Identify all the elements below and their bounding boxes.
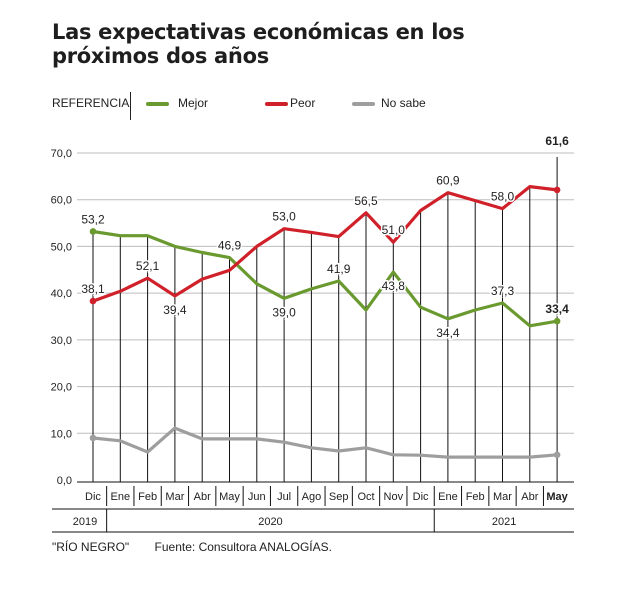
data-point xyxy=(553,451,561,459)
legend-swatch-no-sabe xyxy=(352,102,375,106)
data-label: 56,5 xyxy=(354,194,378,208)
x-tick-label: Mar xyxy=(165,491,184,503)
y-tick-label: 0,0 xyxy=(57,475,72,487)
data-point xyxy=(553,317,561,325)
y-tick-label: 70,0 xyxy=(51,148,72,160)
y-tick-label: 40,0 xyxy=(51,288,72,300)
data-label: 43,8 xyxy=(382,279,406,293)
data-label: 53,0 xyxy=(272,210,296,224)
x-tick-label: Ago xyxy=(302,491,322,503)
y-tick-label: 20,0 xyxy=(51,382,72,394)
data-point xyxy=(89,434,97,442)
data-label: 58,0 xyxy=(491,190,515,204)
data-label: 33,4 xyxy=(545,302,569,316)
year-label: 2020 xyxy=(258,516,282,528)
data-labels: 53,2 38,1 52,1 39,4 46,9 53,0 39,0 41,9 56,5 51,0… xyxy=(80,133,571,342)
legend-swatch-peor xyxy=(265,102,288,106)
data-label: 38,1 xyxy=(81,282,105,296)
x-tick-label: Feb xyxy=(466,491,485,503)
x-tick-label: Ene xyxy=(438,491,458,503)
data-label: 34,4 xyxy=(436,326,460,340)
x-tick-label: Sep xyxy=(329,491,349,503)
data-point xyxy=(89,297,97,305)
series-endpoints xyxy=(89,186,561,459)
legend-divider xyxy=(130,92,131,120)
data-label: 39,4 xyxy=(163,303,187,317)
x-tick-label: Abr xyxy=(521,491,538,503)
x-tick-label: Dic xyxy=(85,491,101,503)
x-axis: Dic Ene Feb Mar Abr May Jun Jul Ago Sep Oct Nov Dic E… xyxy=(52,481,574,533)
data-label: 60,9 xyxy=(436,174,460,188)
year-label: 2021 xyxy=(492,516,516,528)
y-tick-label: 10,0 xyxy=(51,428,72,440)
x-tick-label: Jul xyxy=(277,491,291,503)
x-tick-label: May xyxy=(219,491,240,503)
data-label: 41,9 xyxy=(327,262,351,276)
legend-label: No sabe xyxy=(381,96,426,110)
series-lines xyxy=(91,185,559,459)
data-label: 61,6 xyxy=(545,134,569,148)
legend-label: Peor xyxy=(290,96,316,110)
x-tick-label: Jun xyxy=(248,491,266,503)
data-label: 39,0 xyxy=(272,305,296,319)
x-tick-label: Ene xyxy=(111,491,131,503)
x-tick-label: Nov xyxy=(384,491,404,503)
x-tick-label: Oct xyxy=(357,491,374,503)
series-line-mejor xyxy=(91,229,559,328)
series-line-no-sabe xyxy=(91,426,559,459)
gridlines xyxy=(77,152,574,434)
data-label: 46,9 xyxy=(218,239,242,253)
legend-label: Mejor xyxy=(178,96,209,110)
chart-title: Las expectativas económicas en los próxi… xyxy=(52,20,465,68)
x-tick-label: Dic xyxy=(413,491,429,503)
data-label: 52,1 xyxy=(136,259,160,273)
source-text: Fuente: Consultora ANALOGÍAS. xyxy=(154,540,332,554)
legend-swatch-mejor xyxy=(146,102,169,106)
y-axis-ticks: 0,0 10,0 20,0 30,0 40,0 50,0 60,0 70,0 xyxy=(51,148,72,487)
x-tick-label: Mar xyxy=(493,491,512,503)
x-tick-label: May xyxy=(546,491,568,503)
x-tick-label: Feb xyxy=(138,491,157,503)
data-label: 53,2 xyxy=(81,212,105,226)
credit-text: "RÍO NEGRO" xyxy=(52,540,130,554)
year-label: 2019 xyxy=(73,516,97,528)
x-tick-label: Abr xyxy=(194,491,211,503)
data-label: 37,3 xyxy=(491,284,515,298)
y-tick-label: 60,0 xyxy=(51,195,72,207)
series-line-peor xyxy=(91,185,559,303)
y-tick-label: 50,0 xyxy=(51,241,72,253)
legend-heading: REFERENCIA xyxy=(52,96,130,110)
data-label: 51,0 xyxy=(382,223,406,237)
y-tick-label: 30,0 xyxy=(51,335,72,347)
data-point xyxy=(553,186,561,194)
footer: "RÍO NEGRO" Fuente: Consultora ANALOGÍAS… xyxy=(52,540,354,554)
data-point xyxy=(89,228,97,235)
